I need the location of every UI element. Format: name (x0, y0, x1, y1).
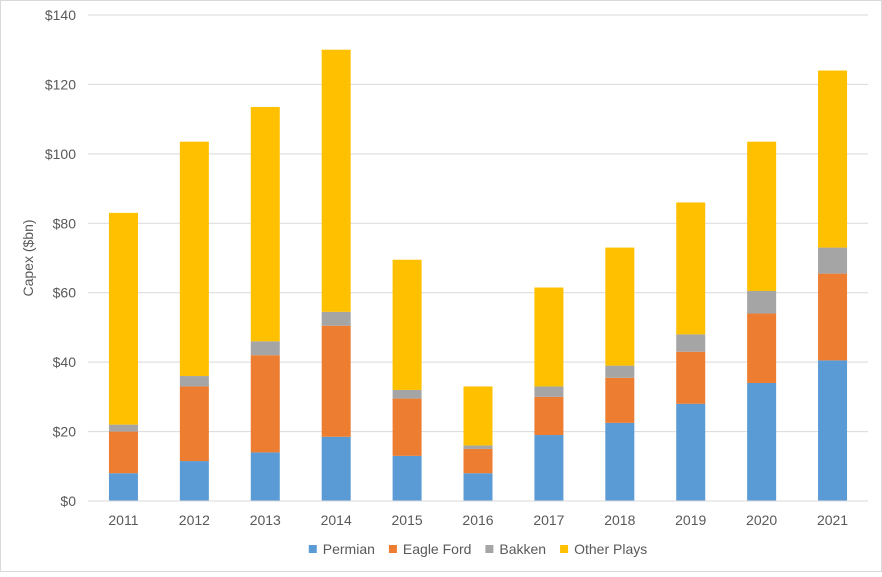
legend-label: Bakken (499, 541, 546, 557)
legend-item: Eagle Ford (388, 541, 471, 557)
y-tick-label: $0 (60, 493, 76, 509)
bar-segment-eagle-ford (818, 273, 848, 361)
bar-segment-eagle-ford (392, 398, 422, 456)
legend-swatch (560, 545, 569, 553)
bar-segment-permian (250, 452, 280, 501)
bar-stack (108, 212, 138, 501)
bar-segment-permian (747, 382, 777, 501)
bar-segment-bakken (250, 341, 280, 356)
bar-segment-other-plays (321, 49, 351, 312)
bar-segment-bakken (605, 365, 635, 378)
y-tick-label: $40 (53, 354, 77, 370)
gridlines (88, 14, 868, 433)
bar-segment-permian (392, 455, 422, 501)
bar-segment-other-plays (463, 386, 493, 446)
legend-swatch (308, 545, 317, 553)
y-tick-label: $20 (53, 424, 77, 440)
bar-segment-eagle-ford (534, 396, 564, 436)
bar-segment-eagle-ford (747, 313, 777, 383)
legend-item: Permian (308, 541, 375, 557)
bar-segment-other-plays (676, 202, 706, 335)
y-tick-label: $120 (45, 76, 76, 92)
bar-stack (676, 202, 706, 501)
x-tick-label: 2020 (746, 512, 777, 528)
x-tick-label: 2015 (392, 512, 423, 528)
bar-segment-bakken (534, 386, 564, 397)
legend-label: Other Plays (574, 541, 647, 557)
bar-stack (534, 287, 564, 501)
bar-segment-other-plays (534, 287, 564, 387)
bar-segment-bakken (747, 290, 777, 314)
y-tick-labels: $0 $20 $40 $60 $80 $100 $120 $140 (45, 7, 76, 509)
legend-swatch (388, 545, 397, 553)
legend: Permian Eagle Ford Bakken Other Plays (308, 541, 647, 557)
bar-stack (818, 70, 848, 501)
bar-segment-eagle-ford (463, 448, 493, 474)
bar-segment-other-plays (747, 141, 777, 291)
x-tick-label: 2019 (675, 512, 706, 528)
x-tick-labels: 2011 2012 2013 2014 2015 2016 2017 2018 2019 2020… (108, 512, 848, 528)
x-tick-label: 2018 (604, 512, 635, 528)
bar-segment-permian (108, 473, 138, 501)
bar-segment-other-plays (818, 70, 848, 248)
bar-stack (747, 141, 777, 501)
bar-segment-other-plays (605, 247, 635, 366)
bar-stack (605, 247, 635, 501)
bar-segment-eagle-ford (108, 431, 138, 474)
bar-segment-bakken (676, 334, 706, 352)
bar-segment-eagle-ford (250, 355, 280, 453)
x-tick-label: 2014 (321, 512, 352, 528)
bar-stack (321, 49, 351, 501)
x-tick-label: 2017 (533, 512, 564, 528)
bar-stack (179, 141, 209, 501)
bar-segment-other-plays (392, 259, 422, 390)
bar-segment-bakken (321, 311, 351, 326)
y-tick-label: $100 (45, 146, 76, 162)
bar-segment-eagle-ford (321, 325, 351, 437)
bar-segment-bakken (108, 424, 138, 432)
bars (108, 49, 848, 501)
legend-item: Bakken (485, 541, 546, 557)
bar-segment-other-plays (179, 141, 209, 377)
bar-segment-bakken (392, 389, 422, 399)
legend-swatch (485, 545, 494, 553)
bar-segment-other-plays (108, 212, 138, 425)
bar-stack (250, 106, 280, 501)
x-tick-label: 2011 (108, 512, 138, 528)
legend-label: Permian (323, 541, 375, 557)
bar-segment-other-plays (250, 106, 280, 342)
y-tick-label: $60 (53, 285, 77, 301)
bar-segment-eagle-ford (605, 377, 635, 423)
bar-segment-permian (676, 403, 706, 501)
x-tick-label: 2016 (462, 512, 493, 528)
y-tick-label: $140 (45, 7, 76, 23)
bar-segment-permian (179, 461, 209, 501)
x-tick-label: 2012 (179, 512, 210, 528)
x-tick-label: 2013 (250, 512, 281, 528)
bar-segment-permian (605, 422, 635, 501)
bar-segment-bakken (818, 247, 848, 274)
bar-segment-bakken (463, 445, 493, 449)
bar-segment-eagle-ford (179, 386, 209, 462)
bar-stack (392, 259, 422, 501)
x-tick-label: 2021 (817, 512, 848, 528)
legend-label: Eagle Ford (403, 541, 471, 557)
bar-segment-permian (463, 473, 493, 501)
y-tick-label: $80 (53, 215, 77, 231)
bar-segment-permian (321, 436, 351, 501)
bar-segment-permian (534, 435, 564, 501)
legend-item: Other Plays (560, 541, 647, 557)
bar-stack (463, 386, 493, 501)
bar-segment-bakken (179, 376, 209, 387)
bar-segment-permian (818, 360, 848, 501)
bar-segment-eagle-ford (676, 351, 706, 404)
y-axis-title: Capex ($bn) (20, 219, 36, 296)
